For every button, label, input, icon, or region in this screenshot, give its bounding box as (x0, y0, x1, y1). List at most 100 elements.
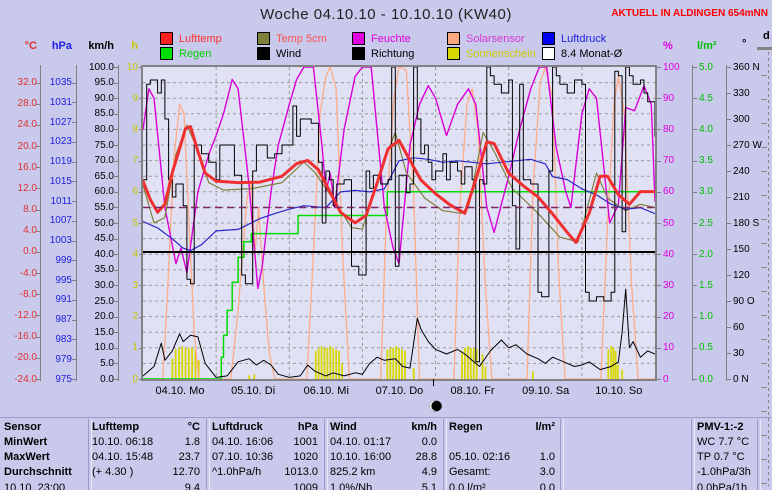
legend-item-wind: Wind (257, 47, 301, 60)
axis-label-direction: 330 (733, 87, 750, 99)
axis-tick-pressure (72, 379, 76, 380)
axis-label-sunshine: 5 (132, 217, 138, 229)
legend-item-sonnenschein: Sonnenschein (447, 47, 536, 60)
table-cell-text: 04.10. 01:17 (330, 436, 392, 448)
sunshine-bar (341, 363, 343, 379)
sunshine-bar (614, 350, 617, 379)
axis-tick-wind (114, 129, 118, 131)
axis-label-rain: 5.0 (699, 61, 713, 73)
axis-tick-rain (693, 347, 697, 349)
axis-label-direction: 300 (733, 113, 750, 125)
table-column-separator (324, 419, 328, 490)
axis-tick-pressure (72, 161, 76, 163)
sunshine-bar (532, 371, 534, 379)
sunshine-bar (332, 347, 335, 379)
axis-label-direction: 240 (733, 165, 750, 177)
legend-item-richtung: Richtung (352, 47, 414, 60)
station-alert-label: AKTUELL IN ALDINGEN 654mNN (611, 8, 768, 19)
legend-item-label: Richtung (371, 47, 415, 60)
axis-label-direction: 60 (733, 321, 745, 333)
axis-label-humidity: 100 (663, 61, 680, 73)
axis-tick-pressure (72, 201, 76, 203)
axis-tick-pressure (72, 82, 76, 84)
axis-tick-wind (114, 67, 118, 68)
axis-label-temp: 28.0 (17, 98, 37, 110)
table-header-regen: Regen (449, 421, 483, 433)
table-header-pmv: PMV-1:-2 (697, 421, 744, 433)
table-cell-pmv: WC 7.7 °C (697, 436, 750, 448)
legend-item-regen: Regen (160, 47, 211, 60)
table-header-luftdruck: Luftdruck (212, 421, 263, 433)
axis-label-temp: 24.0 (17, 119, 37, 131)
axis-tick-wind (114, 316, 118, 318)
axis-label-wind: 50.0 (94, 217, 114, 229)
legend-swatch-icon (447, 47, 460, 60)
axis-tick-direction (727, 197, 731, 198)
axis-label-humidity: 10 (663, 342, 675, 354)
sunshine-bar (466, 346, 469, 379)
axis-tick-humidity (657, 129, 661, 131)
sunshine-bar (610, 346, 613, 379)
axis-label-sunshine: 4 (132, 248, 138, 260)
sunshine-bar (323, 347, 326, 379)
table-row-label: 10.10. 23:00 (4, 482, 66, 490)
d-axis-ticks (761, 52, 767, 486)
legend-row-2: Regen Wind Richtung Sonnenschein 8.4 Monat-Ø (0, 47, 772, 60)
axis-tick-temp (36, 315, 40, 317)
axis-label-sunshine: 3 (132, 279, 138, 291)
axis-label-pressure: 1023 (49, 136, 72, 148)
axis-line-pressure (76, 65, 77, 381)
sunshine-bar (464, 347, 466, 379)
table-cell-value: 5.1 (421, 482, 437, 490)
axis-label-wind: 0.0 (100, 373, 114, 385)
axis-tick-humidity (657, 67, 661, 68)
table-cell-pmv: 0.0hPa/1h (697, 482, 748, 490)
table-column-separator (443, 419, 447, 490)
sunshine-bar (461, 350, 463, 379)
axis-label-sunshine: 2 (132, 311, 138, 323)
axis-tick-rain (693, 379, 697, 380)
axis-label-humidity: 70 (663, 155, 675, 167)
table-column-separator (206, 419, 210, 490)
axis-label-rain: 1.0 (699, 311, 713, 323)
axis-label-temp: 4.0 (23, 225, 37, 237)
table-unit-lufttemp: °C (187, 421, 200, 433)
table-cell-text: 825.2 km (330, 466, 376, 478)
table-cell-text: 1.0%/Nh (330, 482, 373, 490)
sunshine-bar (484, 366, 487, 379)
axis-label-humidity: 50 (663, 217, 675, 229)
axis-label-pressure: 983 (55, 333, 72, 345)
axis-header-kmh: km/h (88, 40, 114, 52)
axis-label-sunshine: 0 (132, 373, 138, 385)
sunshine-bar (171, 358, 174, 379)
axis-tick-rain (693, 160, 697, 162)
axis-label-pressure: 975 (55, 373, 72, 385)
axis-label-wind: 85.0 (94, 108, 114, 120)
axis-label-wind: 5.0 (100, 357, 114, 369)
axis-label-pressure: 1015 (49, 175, 72, 187)
axis-tick-temp (36, 124, 40, 126)
sunshine-bar (248, 375, 251, 379)
sunshine-bar (392, 347, 395, 379)
axis-label-direction: 150 (733, 243, 750, 255)
axis-header-percent: % (663, 40, 673, 52)
table-cell-text: Gesamt: (449, 466, 491, 478)
axis-label-rain: 3.5 (699, 155, 713, 167)
d-axis-cap (757, 47, 772, 50)
axis-tick-temp (36, 103, 40, 105)
day-label-5: 08.10. Fr (450, 385, 495, 397)
axis-tick-direction (727, 275, 731, 276)
sunshine-bar (184, 347, 187, 379)
axis-tick-rain (693, 129, 697, 131)
sunshine-bar (401, 349, 403, 379)
axis-tick-humidity (657, 160, 661, 162)
axis-label-wind: 45.0 (94, 233, 114, 245)
axis-label-temp: 32.0 (17, 77, 37, 89)
axis-tick-temp (36, 251, 40, 253)
axis-tick-wind (114, 191, 118, 193)
table-cell-value: 23.7 (178, 451, 200, 463)
table-unit-luftdruck: hPa (297, 421, 318, 433)
legend-item-temp-5cm: Temp 5cm (257, 32, 327, 45)
sunshine-bar (187, 347, 190, 379)
